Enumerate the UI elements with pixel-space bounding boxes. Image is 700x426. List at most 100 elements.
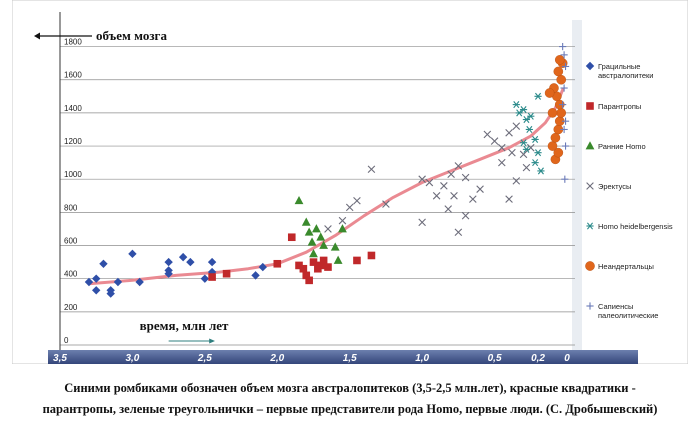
data-point-diamond [164, 257, 173, 267]
data-point-diamond [251, 271, 260, 280]
data-point-x [382, 200, 390, 208]
data-point-triangle [307, 237, 317, 246]
data-point-asterisk [527, 112, 535, 120]
y-tick-label: 200 [64, 303, 78, 312]
data-point-square [208, 273, 216, 281]
data-point-x [338, 216, 347, 225]
x-tick-label: 3,5 [53, 353, 67, 364]
data-point-asterisk [512, 101, 520, 109]
data-point-square [302, 271, 311, 280]
data-point-diamond [164, 269, 173, 278]
figure-caption: Синими ромбиками обозначен объем мозга а… [0, 378, 700, 420]
legend-label: Homo heidelbergensis [598, 222, 673, 231]
y-tick-label: 1600 [64, 71, 82, 80]
data-point-square [222, 269, 231, 278]
x-label-arrowhead [209, 338, 215, 344]
data-point-x [498, 143, 506, 152]
data-point-triangle [309, 249, 318, 258]
data-point-asterisk [515, 109, 523, 117]
data-point-plus [560, 84, 568, 92]
legend-label: Сапиенсы [598, 302, 633, 311]
data-point-diamond [128, 249, 137, 259]
x-axis-bar [48, 350, 638, 364]
data-point-x [353, 196, 361, 205]
data-point-diamond [84, 277, 94, 287]
data-point-square [319, 256, 328, 265]
x-tick-label: 2,5 [197, 353, 212, 364]
chart-figure: 0 200 400 600 800 1000 1200 1400 1600 1800 3,5 3,0 2… [12, 0, 688, 364]
y-tick-label: 1200 [64, 137, 82, 146]
data-point-plus [559, 101, 567, 109]
data-point-diamond [135, 277, 144, 287]
data-point-x [461, 211, 470, 220]
legend-label: Парантропы [598, 102, 641, 111]
data-point-plus [561, 117, 570, 125]
data-point-triangle [333, 255, 343, 264]
data-point-diamond [200, 274, 210, 283]
legend-marker [585, 61, 595, 71]
chart-svg: 0 200 400 600 800 1000 1200 1400 1600 1800 3,5 3,0 2… [12, 0, 688, 364]
data-point-x [505, 195, 513, 203]
data-point-diamond [186, 257, 195, 267]
data-point-triangle [330, 242, 340, 251]
data-point-x [522, 163, 531, 172]
data-point-square [295, 261, 303, 270]
data-point-asterisk [522, 145, 531, 153]
data-point-triangle [316, 232, 326, 241]
legend-marker [585, 141, 595, 150]
data-point-plus [561, 142, 570, 150]
data-point-square [309, 258, 318, 266]
data-point-triangle [294, 195, 304, 205]
data-point-x [447, 170, 455, 179]
caption-line: Синими ромбиками обозначен объем мозга а… [64, 381, 636, 395]
y-axis-label: объем мозга [96, 28, 167, 43]
data-point-plus [559, 42, 567, 51]
data-point-plus [561, 175, 569, 183]
x-tick-label: 1,5 [343, 353, 357, 364]
data-point-circle [544, 88, 555, 98]
legend-item: Homo heidelbergensis [586, 222, 673, 231]
data-point-plus [561, 62, 570, 71]
data-point-x [461, 173, 470, 182]
data-point-square [316, 261, 325, 270]
data-point-x [367, 165, 376, 174]
data-point-x [498, 158, 506, 167]
data-point-asterisk [534, 92, 542, 100]
legend-marker [585, 261, 595, 271]
data-point-square [305, 276, 313, 285]
data-point-asterisk [537, 167, 545, 175]
data-point-square [299, 264, 308, 273]
x-tick-label: 3,0 [125, 353, 139, 364]
data-point-x [526, 143, 535, 152]
plot-edge [572, 20, 582, 350]
data-point-x [454, 162, 463, 170]
data-point-x [454, 228, 463, 237]
legend-item: Эректусы [586, 182, 631, 191]
data-point-x [418, 175, 426, 183]
data-point-diamond [106, 289, 115, 298]
data-point-triangle [338, 224, 347, 233]
y-tick-label: 400 [64, 270, 78, 279]
y-tick-label: 1800 [64, 38, 82, 47]
data-point-x [483, 130, 492, 139]
data-point-x [425, 178, 434, 187]
caption-line: парантропы, зеленые треугольнички – перв… [42, 402, 658, 416]
data-point-x [490, 137, 499, 145]
data-point-circle [553, 66, 564, 77]
data-point-diamond [92, 274, 101, 283]
data-point-square [324, 263, 332, 271]
data-point-circle [550, 132, 561, 143]
data-point-diamond [113, 277, 123, 287]
legend-marker [586, 102, 594, 110]
x-tick-label: 0,5 [488, 353, 502, 364]
data-point-circle [547, 108, 558, 118]
legend-item: Неандертальцы [585, 261, 654, 271]
data-point-x [418, 218, 426, 227]
data-point-x [519, 150, 528, 159]
legend-marker [586, 302, 594, 310]
data-point-x [512, 177, 521, 185]
legend-label: Эректусы [598, 182, 631, 191]
data-point-x [508, 148, 516, 157]
data-point-triangle [311, 224, 321, 233]
